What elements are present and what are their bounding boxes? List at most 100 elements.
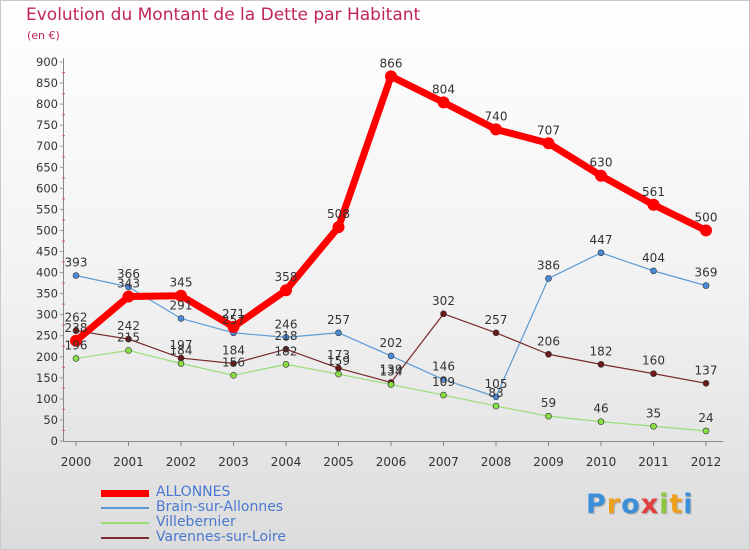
data-point — [437, 96, 450, 109]
data-label: 215 — [117, 330, 140, 344]
data-label: 202 — [380, 336, 403, 350]
data-point — [542, 137, 555, 150]
data-label: 196 — [65, 338, 88, 352]
data-point — [125, 335, 132, 343]
data-point — [597, 418, 605, 425]
data-point — [440, 391, 447, 399]
brand-letter: i — [683, 489, 694, 520]
data-point — [440, 376, 447, 383]
x-tick-label: 2005 — [323, 455, 354, 469]
data-label: 182 — [590, 344, 613, 358]
chart-title: Evolution du Montant de la Dette par Hab… — [26, 5, 421, 25]
data-label: 35 — [646, 406, 661, 420]
data-label: 302 — [432, 294, 455, 308]
data-point — [230, 360, 237, 367]
y-tick-label: 150 — [36, 371, 58, 385]
data-point — [177, 360, 185, 367]
data-label: 257 — [222, 313, 245, 327]
data-label: 218 — [275, 329, 298, 343]
data-point — [282, 361, 290, 368]
data-label: 182 — [275, 344, 298, 358]
data-label: 83 — [488, 386, 503, 400]
data-label: 257 — [327, 313, 350, 327]
data-point — [702, 282, 710, 289]
data-point — [650, 370, 657, 377]
data-point — [597, 249, 605, 257]
y-tick-label: 400 — [36, 266, 58, 280]
y-tick-label: 700 — [36, 139, 58, 153]
data-label: 369 — [695, 266, 718, 280]
data-label: 386 — [537, 258, 560, 272]
data-point — [387, 381, 395, 388]
y-tick-label: 800 — [36, 97, 58, 111]
chart-subtitle: (en €) — [27, 29, 60, 42]
x-tick-label: 2004 — [271, 455, 302, 469]
data-label: 137 — [695, 363, 718, 377]
data-point — [72, 327, 80, 334]
y-tick-label: 450 — [36, 245, 58, 259]
data-point — [332, 221, 345, 234]
data-point — [282, 334, 290, 341]
data-label: 740 — [485, 109, 508, 123]
data-label: 447 — [590, 233, 613, 247]
data-label: 291 — [170, 298, 193, 312]
data-point — [492, 402, 500, 410]
brand-letter: r — [606, 489, 622, 520]
data-label: 262 — [65, 311, 88, 325]
y-tick-label: 100 — [36, 392, 58, 406]
y-tick-label: 500 — [36, 223, 58, 237]
data-point — [280, 284, 292, 297]
y-tick-label: 350 — [36, 287, 58, 301]
y-tick-label: 650 — [36, 160, 58, 174]
brand-letter: x — [640, 489, 660, 520]
data-point — [440, 310, 447, 318]
legend-label: Varennes-sur-Loire — [156, 529, 286, 545]
data-point — [492, 393, 500, 401]
brand-letter: i — [659, 489, 670, 520]
data-label: 109 — [432, 375, 455, 389]
data-label: 206 — [537, 334, 560, 348]
data-label: 630 — [590, 156, 613, 170]
x-tick-label: 2011 — [638, 455, 669, 469]
legend-swatch — [101, 489, 149, 497]
legend-label: Brain-sur-Allonnes — [156, 499, 284, 515]
data-label: 271 — [222, 307, 245, 321]
y-tick-label: 200 — [36, 350, 58, 364]
y-tick-label: 600 — [36, 181, 58, 195]
data-label: 105 — [485, 377, 508, 391]
y-tick-label: 750 — [36, 118, 58, 132]
data-point — [702, 380, 710, 387]
data-point — [175, 289, 187, 302]
data-label: 160 — [642, 354, 665, 368]
data-point — [177, 315, 185, 322]
data-point — [545, 350, 552, 358]
legend-item: Villebernier — [101, 515, 361, 530]
data-point — [700, 224, 712, 237]
data-label: 197 — [170, 338, 193, 352]
data-label: 24 — [698, 411, 713, 425]
data-label: 173 — [327, 348, 350, 362]
legend-swatch — [101, 537, 149, 539]
data-point — [70, 334, 82, 347]
x-tick-label: 2001 — [113, 455, 144, 469]
data-point — [595, 169, 607, 182]
data-point — [125, 347, 132, 354]
data-point — [597, 361, 605, 368]
data-point — [647, 198, 660, 211]
legend-swatch — [101, 522, 149, 524]
data-label: 156 — [222, 355, 245, 369]
data-label: 345 — [170, 276, 193, 290]
data-point — [335, 370, 342, 378]
data-label: 146 — [432, 360, 455, 374]
x-tick-label: 2000 — [61, 455, 92, 469]
y-tick-label: 850 — [36, 76, 58, 90]
y-tick-label: 50 — [43, 413, 58, 427]
data-point — [490, 123, 502, 136]
data-label: 159 — [327, 354, 350, 368]
data-label: 134 — [380, 365, 403, 379]
data-label: 404 — [642, 251, 665, 265]
legend-item: Brain-sur-Allonnes — [101, 500, 361, 515]
y-tick-label: 550 — [36, 202, 58, 216]
